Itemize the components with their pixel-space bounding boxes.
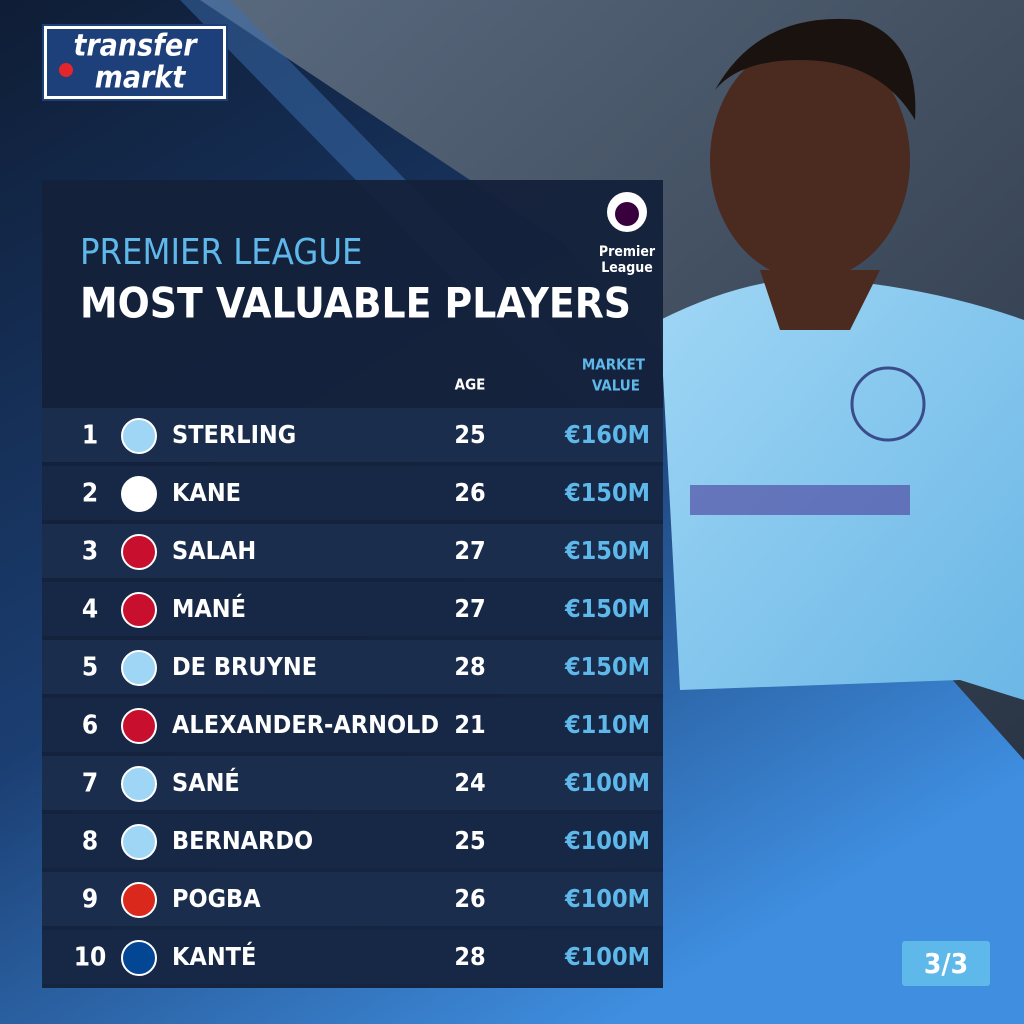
- club-crest: [121, 766, 157, 802]
- rank: 1: [82, 421, 98, 451]
- title: MOST VALUABLE PLAYERS: [80, 279, 631, 328]
- pager: 3/3: [924, 947, 968, 980]
- club-crest: [121, 650, 157, 686]
- player-name: DE BRUYNE: [172, 652, 317, 681]
- rank: 5: [82, 653, 98, 683]
- rank: 7: [82, 769, 98, 799]
- rank: 6: [82, 711, 98, 741]
- age: 28: [454, 942, 485, 971]
- player-name: KANTÉ: [172, 942, 256, 971]
- market-value: €100M: [564, 826, 650, 855]
- age: 26: [454, 884, 485, 913]
- player-name: ALEXANDER-ARNOLD: [172, 710, 439, 739]
- club-crest: [121, 708, 157, 744]
- player-name: BERNARDO: [172, 826, 313, 855]
- age: 27: [454, 594, 485, 623]
- logo: transfer markt: [42, 24, 228, 101]
- rank: 2: [82, 479, 98, 509]
- rank: 9: [82, 885, 98, 915]
- logo-text: transfer: [73, 29, 198, 64]
- club-crest: [121, 592, 157, 628]
- player-name: MANÉ: [172, 594, 246, 623]
- logo-text: markt: [95, 61, 187, 96]
- rank: 10: [74, 943, 107, 973]
- market-value: €160M: [564, 420, 650, 449]
- pl-badge: Premier League: [599, 192, 656, 276]
- player-name: KANE: [172, 478, 241, 507]
- club-crest: [121, 534, 157, 570]
- market-value: €150M: [564, 594, 650, 623]
- player-name: SALAH: [172, 536, 256, 565]
- table-rows: 1 STERLING 25 €160M 2 KANE 26 €150M 3 SALAH 27 €150…: [42, 408, 663, 984]
- badge-text: Premier: [599, 244, 656, 260]
- player-name: STERLING: [172, 420, 296, 449]
- age: 24: [454, 768, 485, 797]
- age: 26: [454, 478, 485, 507]
- age: 21: [454, 710, 485, 739]
- badge-text: League: [601, 260, 653, 276]
- market-value: €110M: [564, 710, 650, 739]
- club-crest: [121, 882, 157, 918]
- market-value: €100M: [564, 884, 650, 913]
- market-value: €150M: [564, 536, 650, 565]
- subtitle: PREMIER LEAGUE: [80, 232, 363, 273]
- age: 25: [454, 420, 485, 449]
- market-value: €100M: [564, 942, 650, 971]
- age: 28: [454, 652, 485, 681]
- column-header: AGE: [455, 376, 486, 394]
- pager-box: [902, 941, 990, 986]
- rank: 4: [82, 595, 98, 625]
- rank: 8: [82, 827, 98, 857]
- market-value: €150M: [564, 652, 650, 681]
- player-name: POGBA: [172, 884, 261, 913]
- age: 27: [454, 536, 485, 565]
- market-value: €150M: [564, 478, 650, 507]
- player-name: SANÉ: [172, 768, 240, 797]
- column-header: MARKET: [582, 356, 646, 374]
- club-crest: [121, 824, 157, 860]
- rank: 3: [82, 537, 98, 567]
- club-crest: [121, 940, 157, 976]
- column-header: VALUE: [592, 377, 640, 395]
- club-crest: [121, 418, 157, 454]
- player-photo: [660, 18, 1024, 700]
- club-crest: [121, 476, 157, 512]
- market-value: €100M: [564, 768, 650, 797]
- age: 25: [454, 826, 485, 855]
